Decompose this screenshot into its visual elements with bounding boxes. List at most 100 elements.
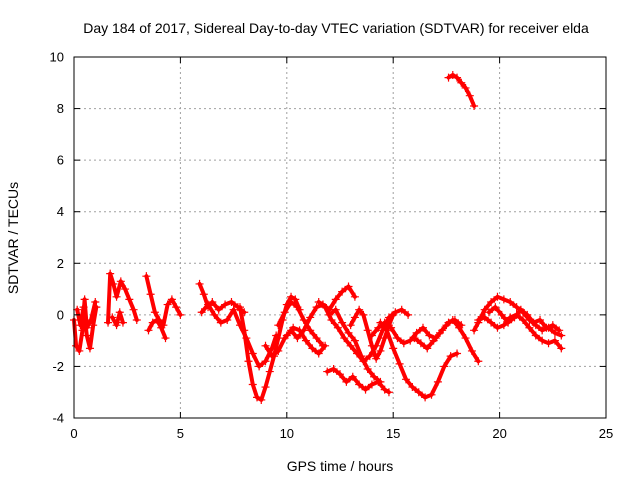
series-line xyxy=(110,310,125,328)
series-arc-23 xyxy=(484,303,564,335)
data-point xyxy=(301,336,310,345)
data-point xyxy=(295,326,304,335)
data-point xyxy=(152,316,161,325)
data-point xyxy=(172,303,181,312)
data-point xyxy=(91,297,100,306)
data-point xyxy=(340,334,349,343)
data-point xyxy=(314,297,323,306)
data-point xyxy=(350,336,359,345)
data-point xyxy=(355,305,364,314)
series-arc-22 xyxy=(474,310,566,353)
data-point xyxy=(557,344,566,353)
data-point xyxy=(465,91,474,100)
data-point xyxy=(457,78,466,87)
series-arc-4 xyxy=(108,308,127,330)
data-point xyxy=(112,292,121,301)
data-point xyxy=(516,305,525,314)
data-point xyxy=(440,362,449,371)
y-tick-label: 8 xyxy=(57,101,64,116)
data-point xyxy=(467,346,476,355)
data-point xyxy=(125,295,134,304)
data-point xyxy=(374,323,383,332)
data-point xyxy=(474,316,483,325)
data-point xyxy=(421,393,430,402)
data-point xyxy=(240,326,249,335)
data-point xyxy=(529,318,538,327)
series-arc-18 xyxy=(376,318,462,402)
data-point xyxy=(314,349,323,358)
x-tick-label: 20 xyxy=(492,426,506,441)
data-point xyxy=(525,323,534,332)
data-point xyxy=(504,318,513,327)
data-point xyxy=(399,339,408,348)
data-point xyxy=(346,341,355,350)
data-point xyxy=(425,331,434,340)
data-point xyxy=(261,383,270,392)
data-point xyxy=(148,318,157,327)
data-point xyxy=(365,352,374,361)
data-point xyxy=(274,321,283,330)
data-point xyxy=(491,303,500,312)
data-point xyxy=(474,357,483,366)
data-point xyxy=(204,300,213,309)
data-point xyxy=(208,297,217,306)
data-point xyxy=(493,292,502,301)
series-line xyxy=(378,320,459,400)
data-point xyxy=(308,344,317,353)
chart-title: Day 184 of 2017, Sidereal Day-to-day VTE… xyxy=(83,20,589,36)
data-point xyxy=(361,385,370,394)
data-point xyxy=(446,352,455,361)
data-point xyxy=(397,305,406,314)
data-point xyxy=(176,310,185,319)
data-point xyxy=(523,310,532,319)
data-point xyxy=(92,303,101,312)
data-point xyxy=(116,277,125,286)
data-point xyxy=(167,295,176,304)
data-point xyxy=(357,352,366,361)
data-point xyxy=(235,303,244,312)
data-point xyxy=(121,285,130,294)
y-tick-label: 10 xyxy=(50,50,64,65)
data-point xyxy=(289,323,298,332)
series-arc-2 xyxy=(73,303,101,353)
data-point xyxy=(410,334,419,343)
data-point xyxy=(367,331,376,340)
data-point xyxy=(480,313,489,322)
series-arc-16 xyxy=(346,305,398,363)
data-point xyxy=(548,321,557,330)
data-point xyxy=(257,395,266,404)
data-point xyxy=(112,321,121,330)
data-point xyxy=(480,305,489,314)
data-point xyxy=(306,313,315,322)
data-point xyxy=(512,303,521,312)
x-tick-label: 15 xyxy=(386,426,400,441)
data-point xyxy=(163,300,172,309)
data-point xyxy=(291,295,300,304)
data-point xyxy=(429,336,438,345)
data-point xyxy=(350,313,359,322)
data-point xyxy=(255,362,264,371)
data-point xyxy=(115,308,124,317)
data-point xyxy=(380,385,389,394)
data-point xyxy=(544,339,553,348)
data-point xyxy=(244,357,253,366)
data-point xyxy=(221,300,230,309)
data-point xyxy=(461,334,470,343)
series-arc-3 xyxy=(104,269,141,327)
y-tick-label: 0 xyxy=(57,307,64,322)
data-point xyxy=(197,308,206,317)
series-arc-12 xyxy=(282,323,330,358)
y-tick-label: 6 xyxy=(57,153,64,168)
data-point xyxy=(280,308,289,317)
data-point xyxy=(73,305,82,314)
data-point xyxy=(214,305,223,314)
data-point xyxy=(265,367,274,376)
data-point xyxy=(248,349,257,358)
data-point xyxy=(372,354,381,363)
data-point xyxy=(325,310,334,319)
data-point xyxy=(374,377,383,386)
data-point xyxy=(129,305,138,314)
data-point xyxy=(293,334,302,343)
data-point xyxy=(423,344,432,353)
